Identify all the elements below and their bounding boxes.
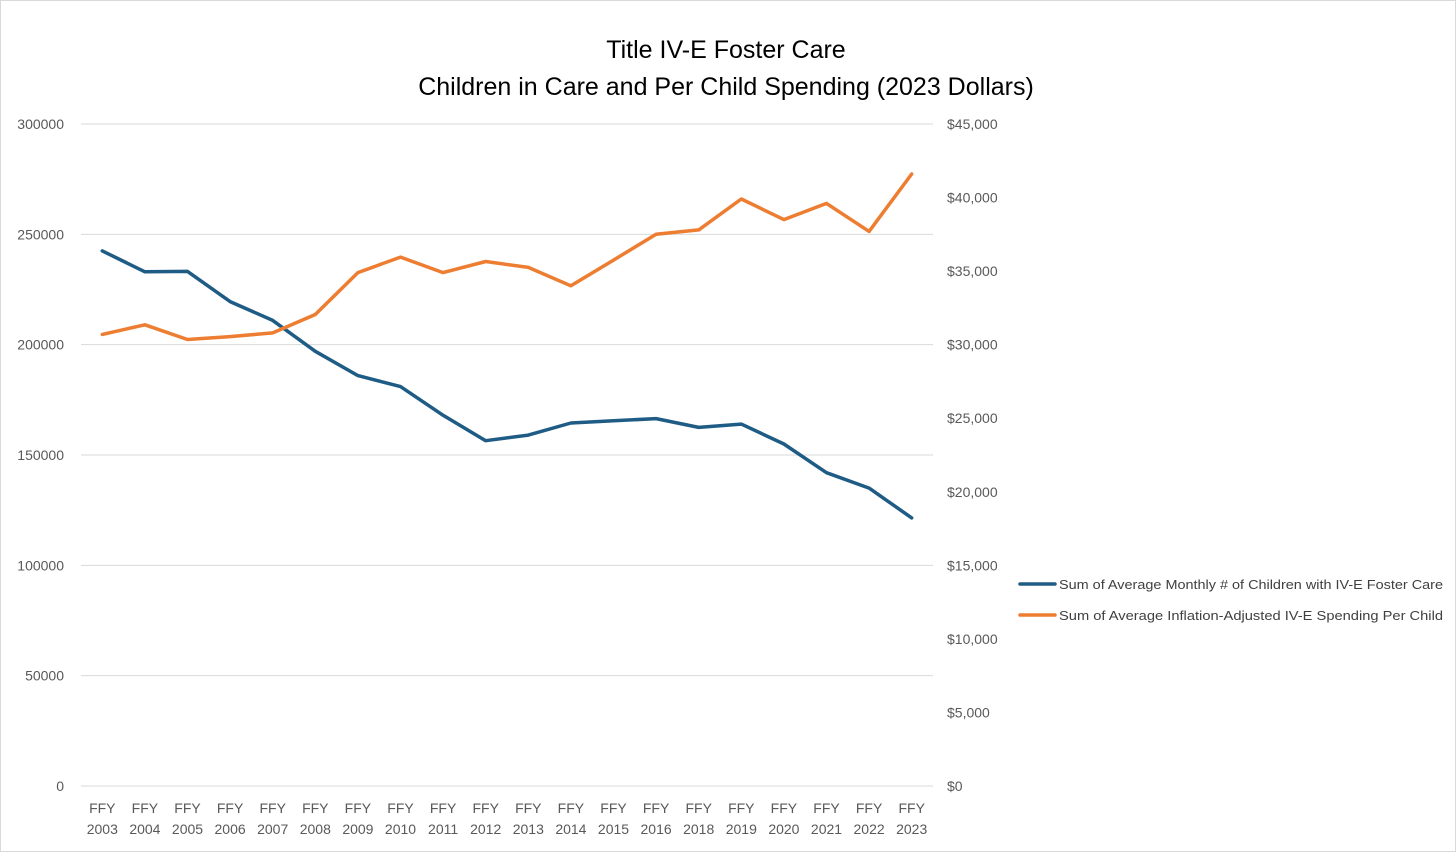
x-axis-tick-label: FFY — [771, 800, 798, 816]
x-axis-tick-label: FFY — [89, 800, 116, 816]
x-axis-tick-label: FFY — [345, 800, 372, 816]
x-axis-tick-label: FFY — [813, 800, 840, 816]
x-axis-tick-label: FFY — [217, 800, 244, 816]
right-axis-tick-label: $45,000 — [947, 116, 998, 132]
chart-title-line-2: Children in Care and Per Child Spending … — [418, 73, 1034, 101]
x-axis-tick-label: 2018 — [683, 821, 714, 837]
right-axis-tick-label: $20,000 — [947, 484, 998, 500]
x-axis-tick-label: FFY — [430, 800, 457, 816]
x-axis-tick-label: 2006 — [215, 821, 246, 837]
x-axis-tick-label: 2013 — [513, 821, 544, 837]
x-axis-tick-label: FFY — [643, 800, 670, 816]
x-axis-tick-label: 2004 — [129, 821, 160, 837]
gridlines — [81, 123, 933, 787]
right-axis-tick-label: $25,000 — [947, 410, 998, 426]
x-axis: FFY 2003 FFY 2004 FFY 2005 FFY 2006 FFY 2007 FFY 20… — [87, 800, 928, 837]
x-axis-tick-label: FFY — [600, 800, 627, 816]
right-axis-tick-label: $5,000 — [947, 704, 990, 720]
x-axis-tick-label: 2005 — [172, 821, 203, 837]
series-line-spending-per-child — [100, 172, 914, 342]
series-line-children-in-care — [100, 249, 914, 520]
left-axis-tick-label: 50000 — [25, 668, 64, 684]
x-axis-tick-label: FFY — [898, 800, 925, 816]
right-axis-tick-label: $10,000 — [947, 631, 998, 647]
x-axis-tick-label: 2010 — [385, 821, 416, 837]
x-axis-tick-label: FFY — [132, 800, 159, 816]
x-axis-tick-label: 2008 — [300, 821, 331, 837]
x-axis-tick-label: 2019 — [726, 821, 757, 837]
x-axis-tick-label: 2023 — [896, 821, 927, 837]
left-axis-tick-label: 100000 — [17, 557, 64, 573]
x-axis-tick-label: FFY — [558, 800, 585, 816]
x-axis-tick-label: FFY — [472, 800, 499, 816]
right-axis-tick-label: $30,000 — [947, 337, 998, 353]
x-axis-tick-label: FFY — [856, 800, 883, 816]
left-axis-tick-label: 150000 — [17, 447, 64, 463]
left-axis-tick-label: 300000 — [17, 116, 64, 132]
left-axis-tick-label: 200000 — [17, 337, 64, 353]
x-axis-tick-label: 2012 — [470, 821, 501, 837]
x-axis-tick-label: 2007 — [257, 821, 288, 837]
x-axis-tick-label: FFY — [387, 800, 414, 816]
right-axis-tick-label: $40,000 — [947, 190, 998, 206]
x-axis-tick-label: 2020 — [768, 821, 799, 837]
x-axis-tick-label: FFY — [302, 800, 329, 816]
x-axis-tick-label: FFY — [174, 800, 201, 816]
series-layer — [100, 172, 914, 520]
x-axis-tick-label: FFY — [515, 800, 542, 816]
x-axis-tick-label: 2003 — [87, 821, 118, 837]
x-axis-tick-label: FFY — [259, 800, 286, 816]
x-axis-tick-label: FFY — [685, 800, 712, 816]
x-axis-tick-label: 2009 — [342, 821, 373, 837]
legend-label: Sum of Average Inflation-Adjusted IV-E S… — [1059, 608, 1443, 623]
right-axis-tick-label: $0 — [947, 778, 963, 794]
x-axis-tick-label: 2011 — [428, 821, 458, 837]
x-axis-tick-label: 2014 — [555, 821, 586, 837]
left-axis-tick-label: 250000 — [17, 226, 64, 242]
left-y-axis: 0 50000 100000 150000 200000 250000 300000 — [17, 116, 64, 794]
legend: Sum of Average Monthly # of Children wit… — [1018, 577, 1443, 623]
x-axis-tick-label: FFY — [728, 800, 755, 816]
right-axis-tick-label: $35,000 — [947, 263, 998, 279]
legend-label: Sum of Average Monthly # of Children wit… — [1059, 577, 1443, 592]
left-axis-tick-label: 0 — [56, 778, 64, 794]
x-axis-tick-label: 2022 — [854, 821, 885, 837]
x-axis-tick-label: 2021 — [811, 821, 842, 837]
right-axis-tick-label: $15,000 — [947, 557, 998, 573]
x-axis-tick-label: 2016 — [641, 821, 672, 837]
chart-title-line-1: Title IV-E Foster Care — [606, 36, 845, 64]
x-axis-tick-label: 2015 — [598, 821, 629, 837]
right-y-axis: $0 $5,000 $10,000 $15,000 $20,000 $25,000 $30,… — [947, 116, 998, 794]
